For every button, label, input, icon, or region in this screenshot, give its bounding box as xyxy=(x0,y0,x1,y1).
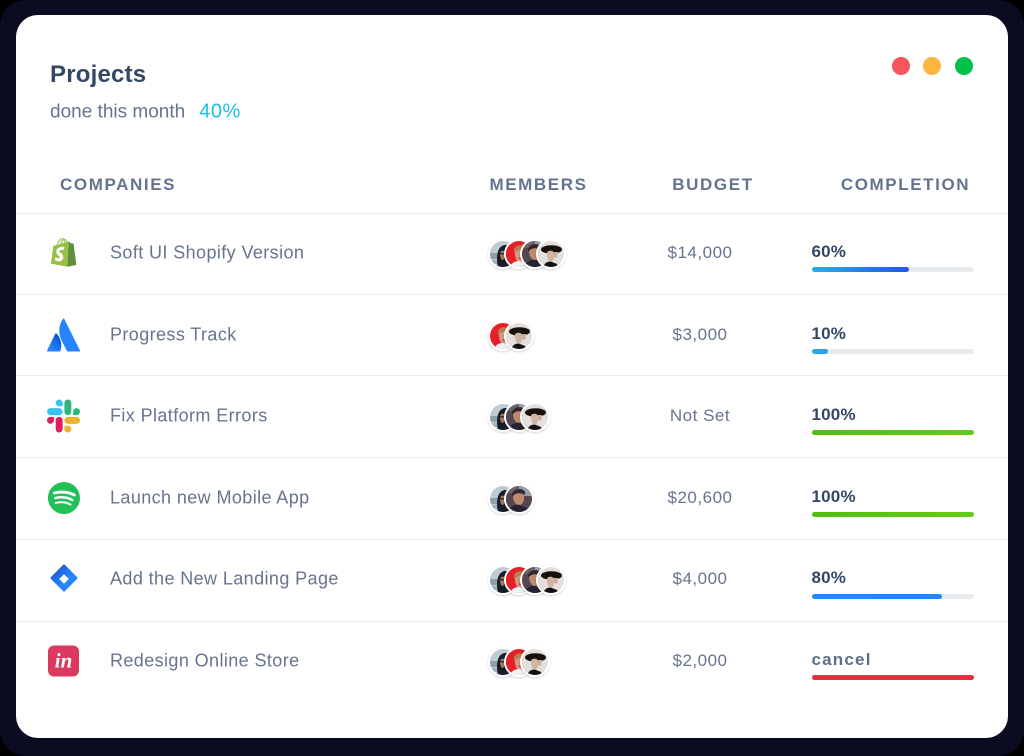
svg-text:in: in xyxy=(55,649,73,673)
